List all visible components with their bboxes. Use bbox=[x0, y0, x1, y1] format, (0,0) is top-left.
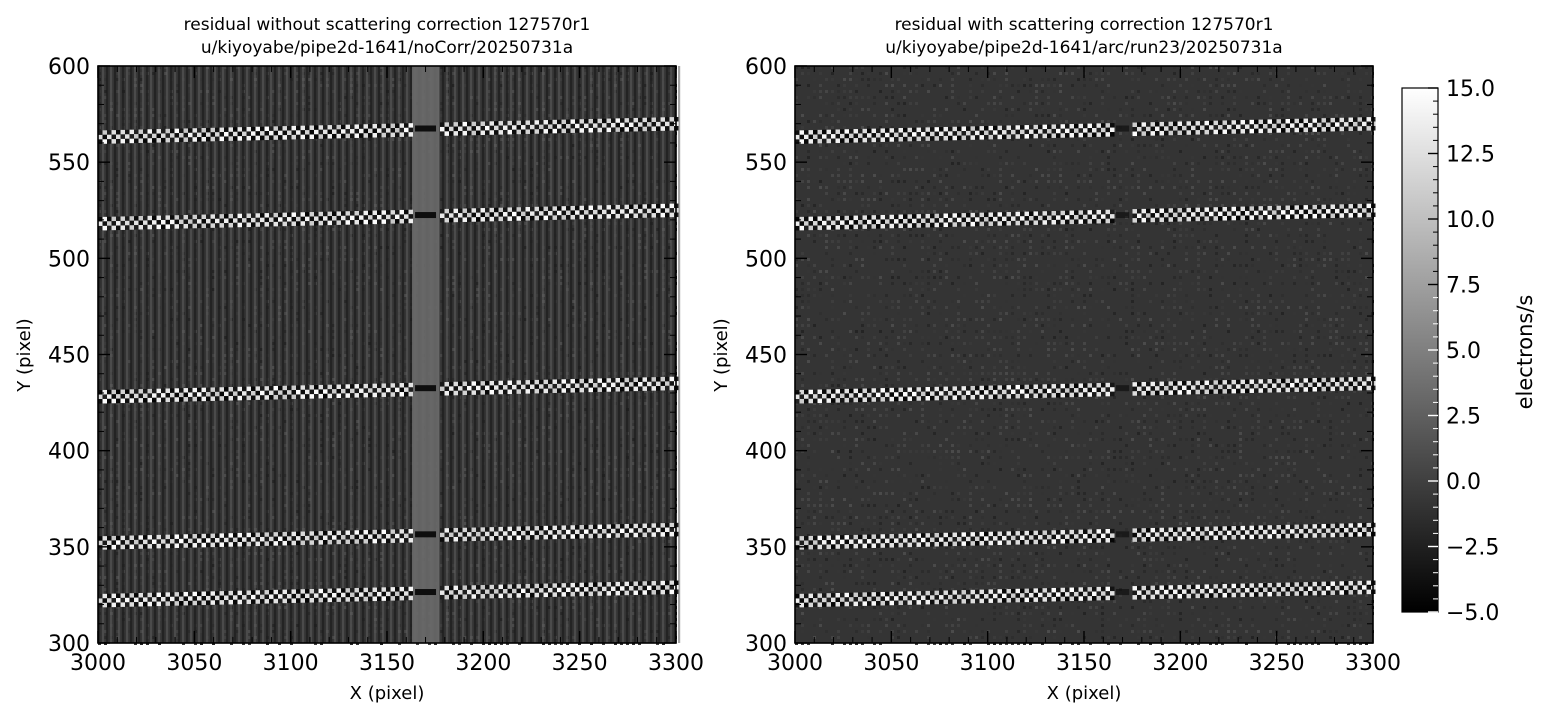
panel-right-trace-row bbox=[795, 376, 1376, 404]
panel-right-trace-row bbox=[795, 580, 1376, 608]
panel-left-y-tick-label: 300 bbox=[48, 632, 90, 657]
panel-right-x-tick-label: 3100 bbox=[960, 651, 1016, 676]
colorbar-tick-label: −5.0 bbox=[1446, 601, 1499, 626]
panel-left-trace-row bbox=[98, 203, 679, 231]
panel-right-x-tick-label: 3250 bbox=[1249, 651, 1305, 676]
panel-left-title: residual without scattering correction 1… bbox=[184, 15, 591, 35]
panel-left-x-tick-label: 3250 bbox=[552, 651, 608, 676]
panel-left-x-tick-label: 3200 bbox=[455, 651, 511, 676]
panel-left-ticks: 3000 3050 3100 3150 3200 3250 3300 300 350 400 450… bbox=[48, 55, 704, 676]
panel-left-x-tick-label: 3050 bbox=[166, 651, 222, 676]
colorbar-tick-label: 5.0 bbox=[1446, 339, 1481, 364]
panel-left-y-tick-label: 550 bbox=[48, 151, 90, 176]
panel-left-x-tick-label: 3000 bbox=[70, 651, 126, 676]
panel-right-trace-row bbox=[795, 203, 1376, 231]
colorbar-tick-label: 2.5 bbox=[1446, 405, 1481, 430]
colorbar-tick-label: 12.5 bbox=[1446, 143, 1495, 168]
colorbar-tick-label: 10.0 bbox=[1446, 208, 1495, 233]
panel-left-image bbox=[98, 66, 681, 645]
panel-right-x-tick-label: 3200 bbox=[1152, 651, 1208, 676]
panel-right-trace-row bbox=[795, 522, 1376, 550]
panel-right-x-tick-label: 3000 bbox=[767, 651, 823, 676]
panel-right-noise bbox=[795, 66, 1374, 645]
panel-right-x-tick-label: 3050 bbox=[863, 651, 919, 676]
colorbar-tick-label: 7.5 bbox=[1446, 274, 1481, 299]
panel-right-background bbox=[795, 66, 1373, 643]
panel-right-y-tick-label: 300 bbox=[745, 632, 787, 657]
panel-right-y-tick-label: 600 bbox=[745, 55, 787, 80]
panel-right-trace-row bbox=[795, 116, 1376, 144]
panel-left-stripes bbox=[98, 66, 681, 643]
panel-left-x-tick-label: 3150 bbox=[359, 651, 415, 676]
panel-left-subtitle: u/kiyoyabe/pipe2d-1641/noCorr/20250731a bbox=[201, 38, 573, 58]
panel-left-y-tick-label: 500 bbox=[48, 247, 90, 272]
panel-right-subtitle: u/kiyoyabe/pipe2d-1641/arc/run23/2025073… bbox=[885, 38, 1282, 58]
colorbar-tick-label: 15.0 bbox=[1446, 77, 1495, 102]
colorbar-ticks: 15.0 12.5 10.0 7.5 5.0 2.5 0.0 −2.5 −5.0 bbox=[1428, 77, 1499, 626]
panel-left-x-tick-label: 3100 bbox=[263, 651, 319, 676]
panel-right-y-tick-label: 500 bbox=[745, 247, 787, 272]
panel-right-y-tick-label: 350 bbox=[745, 536, 787, 561]
panel-right-ticks: 3000 3050 3100 3150 3200 3250 3300 300 350 400 450… bbox=[745, 55, 1401, 676]
panel-right-frame bbox=[794, 65, 1374, 644]
colorbar-tick-label: −2.5 bbox=[1446, 536, 1499, 561]
panel-right-x-tick-label: 3150 bbox=[1056, 651, 1112, 676]
panel-right-y-tick-label: 550 bbox=[745, 151, 787, 176]
panel-left-trace-row bbox=[98, 376, 679, 404]
panel-left-y-tick-label: 600 bbox=[48, 55, 90, 80]
panel-left-frame bbox=[97, 65, 677, 644]
panel-right: residual with scattering correction 1275… bbox=[711, 15, 1401, 704]
panel-right-xlabel: X (pixel) bbox=[1047, 683, 1122, 704]
panel-left-x-tick-label: 3300 bbox=[648, 651, 704, 676]
panel-left-xlabel: X (pixel) bbox=[350, 683, 425, 704]
panel-right-image bbox=[795, 66, 1376, 645]
panel-right-x-tick-label: 3300 bbox=[1345, 651, 1401, 676]
panel-left-ylabel: Y (pixel) bbox=[14, 318, 35, 392]
panel-left-y-tick-label: 350 bbox=[48, 536, 90, 561]
panel-right-y-tick-label: 400 bbox=[745, 440, 787, 465]
colorbar-label: electrons/s bbox=[1513, 295, 1537, 410]
colorbar: 15.0 12.5 10.0 7.5 5.0 2.5 0.0 −2.5 −5.0 electro… bbox=[1401, 77, 1537, 626]
panel-right-y-tick-label: 450 bbox=[745, 344, 787, 369]
colorbar-tick-label: 0.0 bbox=[1446, 470, 1481, 495]
panel-left: residual without scattering correction 1… bbox=[14, 15, 704, 704]
panel-right-ylabel: Y (pixel) bbox=[711, 318, 732, 392]
panel-left-trace-row bbox=[98, 116, 679, 144]
panel-left-y-tick-label: 450 bbox=[48, 344, 90, 369]
panel-left-y-tick-label: 400 bbox=[48, 440, 90, 465]
panel-right-title: residual with scattering correction 1275… bbox=[895, 15, 1274, 35]
